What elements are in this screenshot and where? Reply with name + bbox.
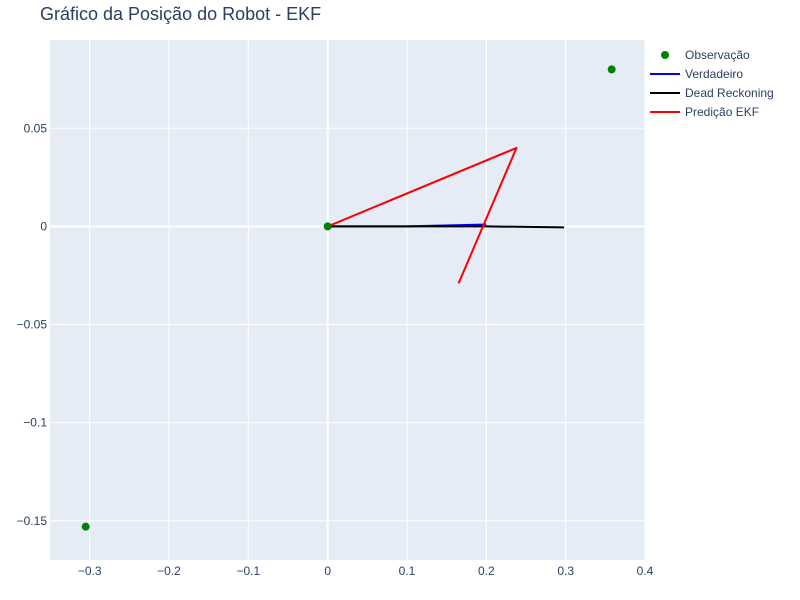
observation-point [323,222,332,231]
legend-label: Predição EKF [685,105,759,119]
legend-label: Verdadeiro [685,67,743,81]
legend-label: Dead Reckoning [685,86,774,100]
legend[interactable]: Observação Verdadeiro Dead Reckoning Prediç… [650,48,774,119]
y-axis-ticks: −0.15 −0.1 −0.05 0 0.05 [17,121,48,527]
y-tick-label: 0.05 [24,121,48,135]
y-tick-label: −0.1 [23,416,47,430]
x-tick-label: 0.3 [557,564,574,578]
legend-item[interactable]: Observação [661,48,750,62]
x-tick-label: −0.2 [157,564,181,578]
x-tick-label: −0.1 [236,564,260,578]
legend-item[interactable]: Predição EKF [650,105,759,119]
series-line-dead-reckoning [327,225,565,229]
x-tick-label: −0.3 [78,564,102,578]
legend-label: Observação [685,48,750,62]
x-tick-label: 0.4 [637,564,654,578]
legend-item[interactable]: Dead Reckoning [650,86,774,100]
y-tick-label: 0 [40,219,47,233]
series-line-predição-ekf [327,146,518,284]
x-axis-ticks: −0.3 −0.2 −0.1 0 0.1 0.2 0.3 0.4 [78,564,654,578]
plot-area [50,40,645,560]
grid-lines [50,40,646,560]
observation-point [81,522,90,531]
x-tick-label: 0 [324,564,331,578]
x-tick-label: 0.1 [399,564,416,578]
legend-marker [661,51,669,59]
series-layer [81,65,616,531]
y-tick-label: −0.05 [17,318,48,332]
chart-title: Gráfico da Posição do Robot - EKF [40,4,321,24]
legend-item[interactable]: Verdadeiro [650,67,743,81]
observation-point [607,65,616,74]
y-tick-label: −0.15 [17,514,48,528]
x-tick-label: 0.2 [478,564,495,578]
